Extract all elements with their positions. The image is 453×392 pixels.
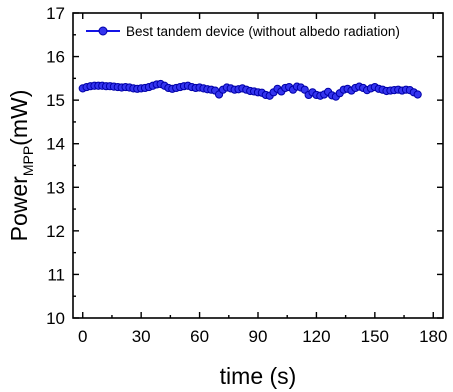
y-tick-label: 14 — [46, 135, 65, 154]
axes: 0 30 60 90 120 150 180 10 11 12 13 14 15 16 17 — [46, 4, 447, 346]
x-tick-label: 90 — [249, 327, 268, 346]
legend-label: Best tandem device (without albedo radia… — [126, 24, 400, 39]
data-point — [413, 90, 422, 99]
y-axis-title: PowerMPP(mW) — [6, 90, 36, 242]
x-axis-title: time (s) — [220, 363, 297, 389]
y-tick-label: 10 — [46, 309, 65, 328]
x-tick-label: 120 — [302, 327, 330, 346]
y-tick-label: 17 — [46, 4, 65, 23]
y-tick-label: 11 — [47, 265, 65, 284]
y-tick-label: 15 — [46, 91, 65, 110]
y-tick-label: 13 — [46, 178, 65, 197]
y-tick-label: 12 — [46, 222, 65, 241]
x-tick-label: 0 — [78, 327, 87, 346]
series-layer — [78, 79, 422, 101]
y-axis-title-main: Power — [6, 176, 32, 242]
x-tick-label: 180 — [419, 327, 447, 346]
plot-frame — [72, 12, 444, 319]
y-tick-label: 16 — [46, 48, 65, 67]
legend-marker — [98, 26, 108, 36]
x-tick-label: 30 — [132, 327, 151, 346]
x-tick-label: 60 — [190, 327, 209, 346]
y-axis-title-subscript: MPP — [20, 146, 36, 176]
legend: Best tandem device (without albedo radia… — [86, 24, 400, 39]
y-axis-title-unit: (mW) — [6, 90, 32, 146]
x-tick-label: 150 — [361, 327, 389, 346]
